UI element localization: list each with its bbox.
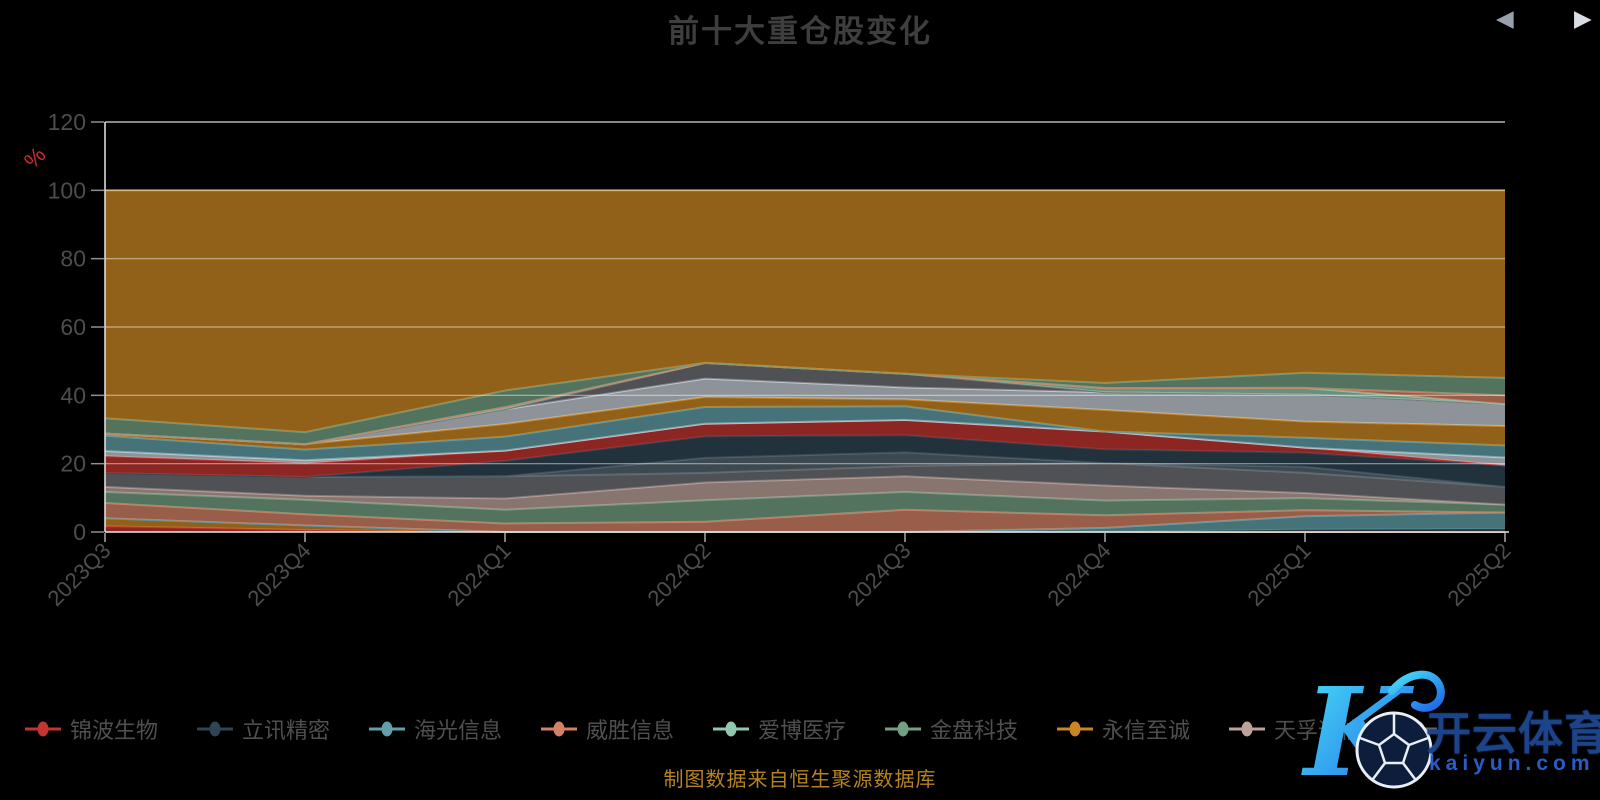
legend-marker-icon [885,721,921,737]
x-axis-label-2025Q2: 2025Q2 [1442,538,1515,611]
area-series-4 [105,512,1505,532]
y-axis-label-40: 40 [60,382,86,408]
legend-marker-icon [1229,721,1265,737]
area-series-11 [105,419,1505,477]
legend-item-9[interactable] [1400,712,1446,746]
area-series-19 [105,362,1505,445]
legend-item-锦波生物[interactable]: 锦波生物 [24,712,158,746]
y-axis-label-0: 0 [73,519,86,545]
area-威胜信息 [105,502,1505,532]
stacked-area-plot: 0 20 40 60 80 100 120% 2023Q3 2023Q4 2024Q1 2024Q2… [19,109,1516,611]
legend-item-永信至诚[interactable]: 永信至诚 [1056,712,1190,746]
area-series-12 [105,419,1505,466]
x-axis-label-2025Q1: 2025Q1 [1242,538,1315,611]
legend-marker-icon [1057,721,1093,737]
y-axis-label-20: 20 [60,451,86,477]
legend-item-威胜信息[interactable]: 威胜信息 [540,712,674,746]
chart-title: 前十大重仓股变化 [668,14,932,49]
legend-label: 锦波生物 [70,718,159,743]
legend-marker-icon [369,721,405,737]
legend-label: 金盘科技 [930,718,1019,743]
legend: 锦波生物 立讯精密 海光信息 威胜信息 爱博医疗 金盘科技 永信至诚 天孚通信 [0,712,1600,756]
area-金盘科技 [105,492,1505,524]
x-axis-label-2023Q4: 2023Q4 [242,538,315,611]
legend-marker-icon [1401,721,1437,737]
legend-item-爱博医疗[interactable]: 爱博医疗 [712,712,846,746]
area-series-9 [105,452,1505,487]
x-axis-label-2024Q4: 2024Q4 [1042,538,1115,611]
legend-item-金盘科技[interactable]: 金盘科技 [884,712,1018,746]
legend-marker-icon [25,721,61,737]
area-海光信息 [105,406,1505,461]
gridlines [105,121,1505,465]
y-axis-label-120: 120 [48,109,86,135]
legend-label: 天孚通信 [1274,718,1363,743]
legend-label: 永信至诚 [1102,718,1191,743]
legend-label: 立讯精密 [242,718,331,743]
area-立讯精密 [105,435,1505,487]
y-axis-label-100: 100 [48,177,86,203]
legend-item-天孚通信[interactable]: 天孚通信 [1228,712,1362,746]
area-天孚通信 [105,476,1505,510]
x-axis-label-2024Q1: 2024Q1 [442,538,515,611]
x-axis-label-2024Q2: 2024Q2 [642,538,715,611]
caption: 制图数据来自恒生聚源数据库 [663,769,937,791]
area-series-16 [105,362,1505,445]
x-axis-label-2023Q3: 2023Q3 [42,538,115,611]
legend-label: 威胜信息 [586,718,675,743]
legend-label: 爱博医疗 [758,718,847,743]
y-axis-label-80: 80 [60,246,86,272]
legend-prev-icon[interactable]: ◀ [1496,5,1514,31]
y-axis-unit-label: % [19,142,51,174]
x-axis-label-2024Q3: 2024Q3 [842,538,915,611]
legend-marker-icon [197,721,233,737]
legend-item-立讯精密[interactable]: 立讯精密 [196,712,330,746]
legend-marker-icon [541,721,577,737]
legend-next-icon[interactable]: ▶ [1574,5,1592,31]
y-axis-label-60: 60 [60,314,86,340]
area-永信至诚 [105,190,1505,433]
area-series-group [104,189,1506,533]
legend-label: 海光信息 [414,718,503,743]
area-series-14 [105,397,1505,450]
legend-marker-icon [713,721,749,737]
area-series-8 [105,462,1505,505]
area-series-3 [105,518,1505,532]
legend-item-海光信息[interactable]: 海光信息 [368,712,502,746]
